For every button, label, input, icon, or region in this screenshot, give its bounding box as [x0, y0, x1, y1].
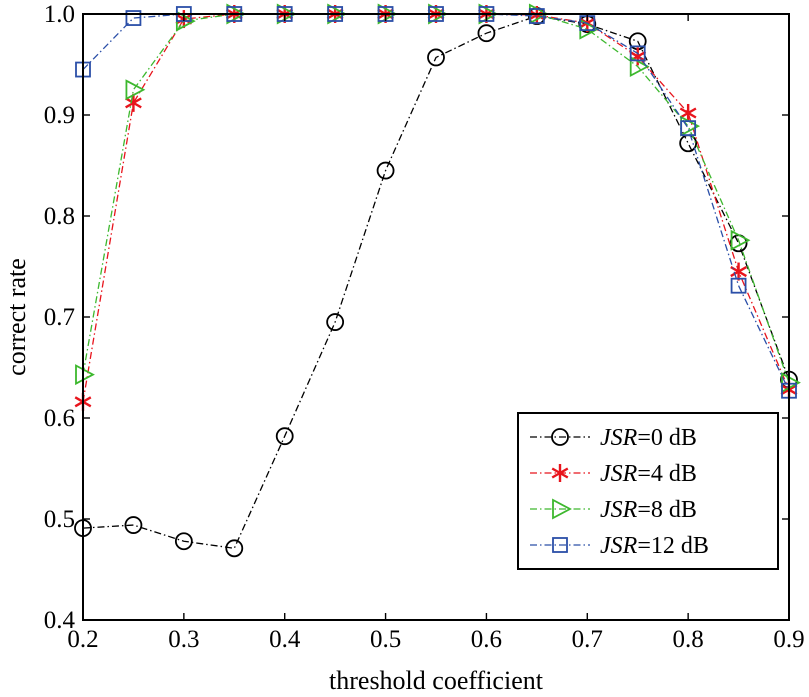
legend-marker — [551, 428, 569, 446]
series-line — [82, 13, 790, 392]
data-point — [730, 229, 751, 251]
x-tick-label: 0.7 — [572, 626, 603, 653]
legend-label: JSR=8 dB — [600, 497, 697, 523]
data-point-shape — [376, 161, 395, 180]
data-point — [781, 372, 801, 394]
legend-label: JSR=0 dB — [600, 425, 697, 451]
legend-label-italic: JSR — [600, 533, 638, 559]
data-point-shape — [125, 79, 146, 101]
data-point — [125, 79, 146, 101]
data-point-shape — [124, 516, 143, 534]
x-tick-label: 0.4 — [269, 626, 301, 653]
y-tick-label: 1.0 — [44, 1, 75, 28]
y-tick-label: 0.9 — [44, 102, 75, 129]
legend-entry: JSR=4 dB — [530, 461, 697, 487]
legend-entry: JSR=0 dB — [530, 425, 697, 451]
data-point — [629, 56, 650, 78]
legend-label-rest: =0 dB — [637, 425, 697, 451]
data-point-shape — [326, 313, 345, 331]
legend-label-rest: =8 dB — [637, 497, 697, 523]
data-point — [275, 427, 294, 446]
legend-marker-stroke-2 — [551, 467, 569, 479]
y-tick-label: 0.5 — [44, 506, 75, 533]
series-line — [82, 13, 790, 402]
data-point-shape — [275, 427, 294, 446]
series-line — [82, 15, 790, 550]
legend-marker-shape — [551, 428, 569, 446]
data-point-shape — [427, 48, 445, 67]
data-point-shape — [629, 56, 650, 78]
data-point — [125, 10, 142, 26]
legend-label-rest: =4 dB — [637, 461, 697, 487]
legend-marker — [552, 537, 568, 553]
data-point-shape — [477, 24, 496, 43]
data-point-shape — [730, 277, 747, 294]
data-point — [225, 539, 244, 558]
data-point — [528, 8, 545, 24]
x-tick-label: 0.8 — [673, 626, 704, 653]
data-point — [376, 161, 395, 180]
axis-ticks: 0.2 0.3 0.4 0.5 0.6 0.7 0.8 0.9 0.4 0.5 0.6 0.7 0.8 0… — [44, 1, 805, 653]
data-point — [75, 364, 95, 386]
legend-label-rest: =12 dB — [637, 533, 709, 559]
x-axis-label: threshold coefficient — [329, 666, 544, 695]
y-tick-label: 0.8 — [44, 203, 75, 230]
x-tick-label: 0.3 — [168, 626, 199, 653]
x-tick-label: 0.9 — [773, 626, 804, 653]
legend-label-italic: JSR — [600, 497, 638, 523]
data-point-stroke-2 — [125, 97, 142, 109]
y-axis-label: correct rate — [2, 258, 31, 376]
data-point-shape — [225, 539, 244, 558]
data-point-stroke-2 — [679, 107, 697, 119]
data-point-shape — [629, 45, 646, 62]
legend-entry: JSR=12 dB — [530, 533, 709, 559]
data-point-stroke-2 — [730, 266, 747, 278]
legend-entry: JSR=8 dB — [530, 497, 697, 523]
series-2 — [75, 3, 801, 394]
data-point — [174, 532, 193, 551]
data-point-shape — [174, 532, 193, 551]
data-point-shape — [680, 120, 697, 137]
legend-label-italic: JSR — [600, 461, 638, 487]
y-tick-label: 0.4 — [44, 607, 76, 634]
y-tick-label: 0.6 — [44, 405, 75, 432]
data-point — [427, 48, 445, 67]
series-line — [82, 13, 790, 383]
legend-label: JSR=4 dB — [600, 461, 697, 487]
y-tick-label: 0.7 — [44, 304, 75, 331]
data-point-shape — [528, 8, 545, 24]
data-point — [326, 313, 345, 331]
legend-box — [517, 412, 779, 570]
x-tick-label: 0.6 — [471, 626, 502, 653]
data-point-shape — [730, 229, 751, 251]
legend-label: JSR=12 dB — [600, 533, 709, 559]
data-point — [477, 24, 496, 43]
legend-marker — [552, 498, 572, 520]
data-point-shape — [125, 10, 142, 26]
data-point — [730, 277, 747, 294]
data-point — [679, 103, 697, 122]
data-point — [680, 120, 697, 137]
data-point-shape — [75, 364, 95, 386]
data-point-shape — [781, 372, 801, 394]
x-tick-label: 0.2 — [67, 626, 98, 653]
x-tick-label: 0.5 — [370, 626, 401, 653]
legend-label-italic: JSR — [600, 425, 638, 451]
data-point — [629, 45, 646, 62]
legend-marker-shape — [552, 498, 572, 520]
legend-marker — [551, 464, 569, 482]
data-point — [125, 93, 142, 112]
data-point — [124, 516, 143, 534]
legend-marker-shape — [552, 537, 568, 553]
